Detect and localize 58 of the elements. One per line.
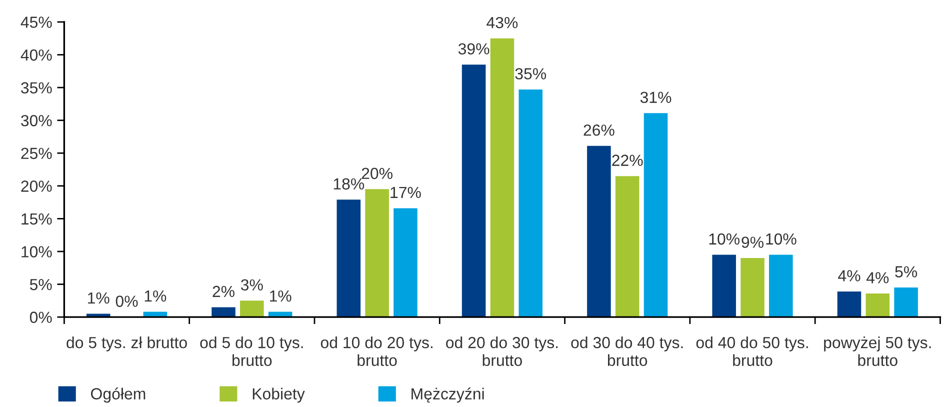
y-tick-label: 25% bbox=[21, 148, 52, 160]
y-tick-label: 45% bbox=[20, 16, 52, 28]
bar bbox=[490, 38, 514, 318]
x-tick-label: od 20 do 30 tys. brutto bbox=[446, 336, 558, 366]
y-tick-label: 35% bbox=[21, 82, 52, 94]
bar bbox=[212, 307, 236, 318]
data-label: 9% bbox=[742, 236, 764, 248]
data-label: 3% bbox=[240, 279, 263, 291]
data-label: 1% bbox=[144, 290, 166, 302]
data-label: 1% bbox=[270, 290, 292, 302]
data-label: 1% bbox=[88, 292, 110, 304]
legend-label: Ogółem bbox=[91, 388, 146, 403]
bar bbox=[394, 208, 418, 318]
y-tick-label: 15% bbox=[22, 213, 52, 225]
bar bbox=[336, 200, 361, 318]
bar bbox=[740, 258, 764, 318]
legend-label: Mężczyźni bbox=[412, 388, 484, 403]
data-label: 17% bbox=[390, 186, 421, 198]
bar bbox=[837, 291, 862, 318]
data-label: 5% bbox=[895, 266, 918, 278]
bar bbox=[518, 90, 543, 318]
bar bbox=[462, 64, 486, 318]
legend-label: Kobiety bbox=[252, 388, 305, 403]
y-tick-label: 0% bbox=[30, 312, 52, 323]
data-label: 43% bbox=[486, 16, 518, 28]
bar bbox=[240, 300, 264, 318]
bar bbox=[615, 176, 640, 318]
data-label: 0% bbox=[116, 296, 138, 307]
x-tick-label: od 10 do 20 tys. brutto bbox=[320, 336, 432, 366]
bar bbox=[866, 293, 890, 318]
y-tick-label: 10% bbox=[22, 246, 52, 258]
data-label: 4% bbox=[838, 270, 860, 282]
data-label: 22% bbox=[612, 154, 643, 166]
x-tick-label: od 30 do 40 tys. brutto bbox=[571, 336, 683, 366]
bar bbox=[894, 288, 918, 318]
bar bbox=[712, 254, 736, 318]
data-label: 35% bbox=[515, 68, 546, 80]
x-tick-label: do 5 tys. zł brutto bbox=[66, 336, 187, 352]
y-tick-label: 30% bbox=[21, 114, 52, 126]
data-label: 10% bbox=[766, 233, 796, 245]
data-label: 39% bbox=[458, 43, 490, 54]
x-tick-label: od 5 do 10 tys. brutto bbox=[200, 336, 303, 366]
y-tick-label: 40% bbox=[20, 49, 52, 61]
data-label: 10% bbox=[709, 233, 740, 245]
y-tick-label: 20% bbox=[21, 180, 52, 192]
y-tick-label: 5% bbox=[30, 278, 52, 290]
x-tick-label: od 40 do 50 tys. brutto bbox=[696, 336, 808, 366]
x-tick-label: powyżej 50 tys. brutto bbox=[824, 336, 931, 366]
bar bbox=[644, 113, 668, 318]
data-label: 20% bbox=[362, 168, 392, 180]
data-label: 18% bbox=[334, 178, 364, 190]
data-label: 26% bbox=[584, 124, 614, 136]
data-label: 4% bbox=[866, 272, 889, 284]
bar bbox=[587, 146, 611, 318]
bar bbox=[365, 189, 389, 318]
data-label: 31% bbox=[640, 92, 672, 104]
bar bbox=[769, 254, 793, 318]
data-label: 2% bbox=[212, 286, 234, 298]
